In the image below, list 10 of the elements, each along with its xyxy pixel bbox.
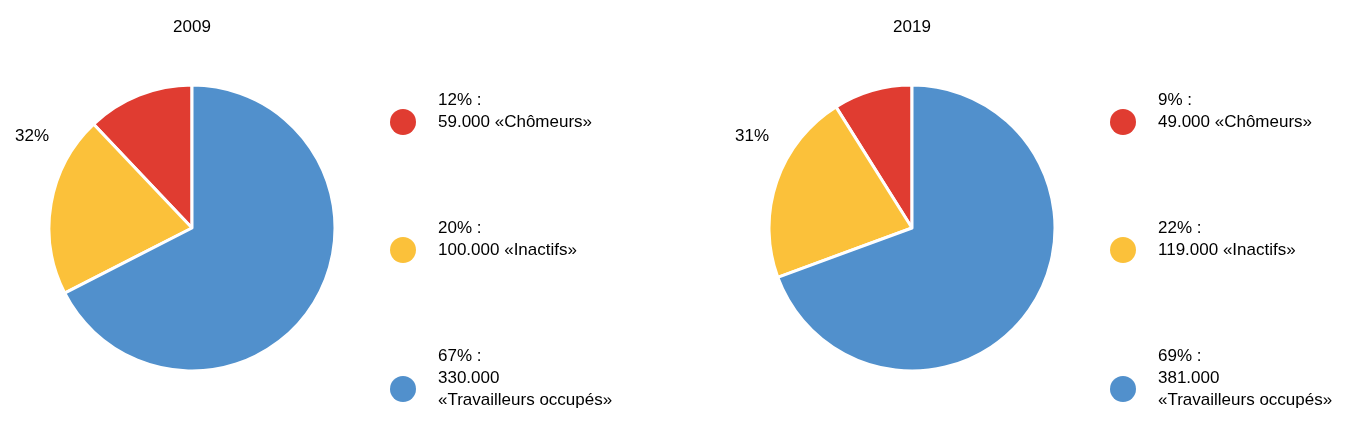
legend-label: 12% : 59.000 «Chômeurs» [438, 90, 593, 131]
chart-title: 2019 [893, 17, 931, 36]
text: 32% [14, 126, 50, 145]
legend-label: 20% : 100.000 «Inactifs» [438, 218, 577, 259]
text: 31% [734, 126, 770, 145]
legend-label: 22% : 119.000 «Inactifs» [1158, 218, 1296, 259]
legend-label: 69% : 381.000 «Travailleurs occupés» [1158, 346, 1333, 409]
legend-label: 67% : 330.000 «Travailleurs occupés» [438, 346, 613, 409]
legend-label: 9% : 49.000 «Chômeurs» [1158, 90, 1313, 131]
chart-title: 2009 [173, 17, 211, 36]
